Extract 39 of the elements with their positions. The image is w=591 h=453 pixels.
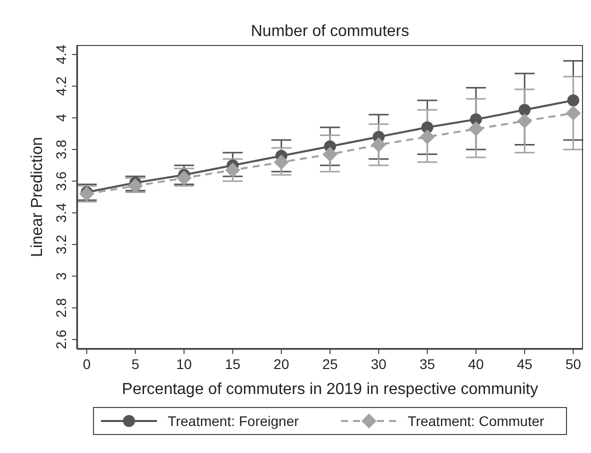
y-axis-title: Linear Prediction: [29, 136, 46, 258]
x-tick-label: 20: [274, 356, 290, 372]
chart-title: Number of commuters: [250, 23, 410, 41]
legend-label: Treatment: Commuter: [408, 413, 544, 429]
legend-label: Treatment: Foreigner: [168, 413, 299, 429]
y-tick-label: 4: [53, 114, 69, 122]
point: [517, 114, 532, 128]
point: [420, 129, 435, 144]
x-tick-label: 0: [82, 356, 91, 372]
point: [176, 170, 192, 186]
x-tick-label: 35: [420, 356, 436, 372]
point: [468, 121, 484, 136]
y-tick-label: 4.4: [53, 44, 69, 64]
point: [567, 94, 580, 106]
point: [225, 162, 240, 178]
y-tick-label: 3.8: [53, 140, 69, 160]
y-tick-label: 4.2: [53, 76, 69, 96]
y-tick-label: 3.4: [53, 202, 69, 223]
point: [274, 154, 289, 170]
x-tick-label: 15: [224, 356, 241, 372]
x-tick-label: 5: [131, 356, 140, 372]
y-tick-label: 2.6: [53, 330, 69, 350]
point: [128, 178, 143, 194]
point: [371, 137, 386, 152]
x-tick-label: 30: [370, 356, 387, 372]
x-axis-title: Percentage of commuters in 2019 in respective community: [122, 381, 538, 398]
point: [322, 146, 338, 162]
x-tick-label: 50: [565, 356, 582, 372]
x-tick-label: 45: [516, 356, 533, 372]
y-tick-label: 3.6: [53, 171, 69, 191]
point: [79, 186, 94, 202]
y-tick-label: 3: [53, 272, 69, 280]
point: [518, 104, 531, 116]
point: [566, 106, 581, 121]
x-tick-label: 10: [176, 356, 192, 372]
y-tick-label: 3.2: [53, 234, 69, 254]
x-tick-label: 25: [322, 356, 338, 372]
y-tick-label: 2.8: [53, 298, 69, 318]
x-tick-label: 40: [468, 356, 484, 372]
